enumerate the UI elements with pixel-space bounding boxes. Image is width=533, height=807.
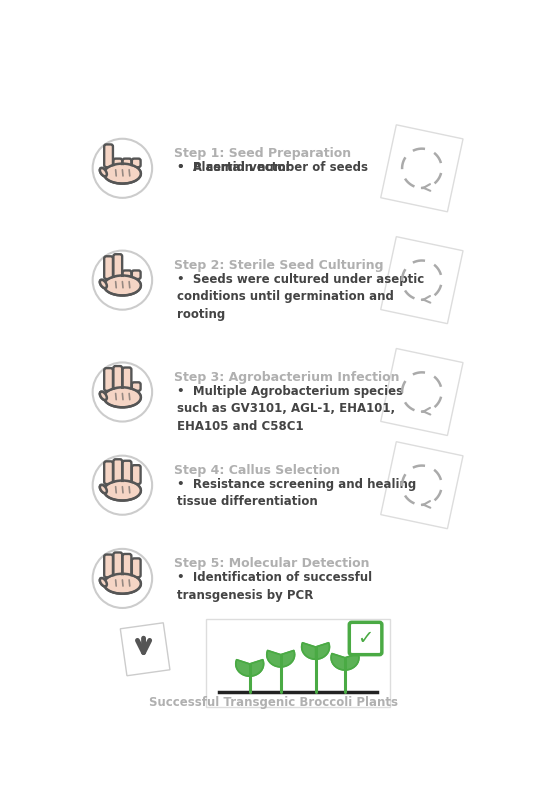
Polygon shape: [302, 642, 316, 659]
FancyBboxPatch shape: [132, 383, 141, 391]
Circle shape: [93, 362, 152, 421]
Text: •  Multiple Agrobacterium species
such as GV3101, AGL-1, EHA101,
EHA105 and C58C: • Multiple Agrobacterium species such as…: [177, 385, 403, 433]
Circle shape: [93, 139, 152, 198]
Polygon shape: [249, 659, 264, 676]
Circle shape: [93, 456, 152, 515]
FancyBboxPatch shape: [132, 558, 141, 577]
Circle shape: [93, 251, 152, 310]
Ellipse shape: [104, 480, 141, 500]
Polygon shape: [331, 654, 345, 670]
FancyBboxPatch shape: [123, 554, 131, 577]
Text: Successful Transgenic Broccoli Plants: Successful Transgenic Broccoli Plants: [149, 696, 398, 709]
Polygon shape: [381, 349, 463, 436]
Ellipse shape: [104, 387, 141, 408]
Ellipse shape: [100, 578, 107, 587]
Text: •  Resistance screening and healing
tissue differentiation: • Resistance screening and healing tissu…: [177, 478, 416, 508]
FancyBboxPatch shape: [132, 159, 141, 167]
Text: ✓: ✓: [358, 629, 374, 648]
Ellipse shape: [100, 391, 107, 400]
FancyBboxPatch shape: [123, 270, 131, 279]
FancyBboxPatch shape: [349, 622, 382, 654]
Polygon shape: [120, 623, 170, 675]
Polygon shape: [345, 654, 359, 670]
FancyBboxPatch shape: [123, 461, 131, 484]
Circle shape: [93, 549, 152, 608]
Polygon shape: [281, 650, 295, 667]
Text: •  A certain number of seeds: • A certain number of seeds: [177, 161, 368, 174]
Ellipse shape: [104, 164, 141, 184]
Polygon shape: [381, 125, 463, 211]
FancyBboxPatch shape: [123, 367, 131, 391]
Polygon shape: [266, 650, 281, 667]
FancyBboxPatch shape: [114, 553, 122, 577]
Ellipse shape: [100, 391, 107, 400]
Polygon shape: [381, 441, 463, 529]
Ellipse shape: [104, 389, 141, 406]
FancyBboxPatch shape: [206, 619, 390, 707]
Ellipse shape: [100, 485, 107, 493]
Ellipse shape: [104, 574, 141, 594]
FancyBboxPatch shape: [132, 270, 141, 279]
Text: •  Plasmid vector: • Plasmid vector: [177, 161, 292, 174]
FancyBboxPatch shape: [132, 465, 141, 484]
FancyBboxPatch shape: [104, 368, 113, 391]
Ellipse shape: [104, 482, 141, 499]
FancyBboxPatch shape: [104, 462, 113, 484]
FancyBboxPatch shape: [104, 144, 113, 167]
Text: Step 3: Agrobacterium Infection: Step 3: Agrobacterium Infection: [174, 370, 400, 383]
Text: •  Seeds were cultured under aseptic
conditions until germination and
rooting: • Seeds were cultured under aseptic cond…: [177, 273, 424, 320]
Ellipse shape: [104, 575, 141, 592]
Ellipse shape: [104, 277, 141, 294]
Ellipse shape: [100, 168, 107, 176]
Text: Step 5: Molecular Detection: Step 5: Molecular Detection: [174, 557, 369, 570]
FancyBboxPatch shape: [104, 257, 113, 279]
Ellipse shape: [100, 578, 107, 587]
Text: Step 2: Sterile Seed Culturing: Step 2: Sterile Seed Culturing: [174, 259, 384, 272]
Text: Step 1: Seed Preparation: Step 1: Seed Preparation: [174, 147, 351, 160]
FancyBboxPatch shape: [114, 159, 122, 167]
FancyBboxPatch shape: [114, 459, 122, 484]
Text: •  Identification of successful
transgenesis by PCR: • Identification of successful transgene…: [177, 571, 372, 601]
FancyBboxPatch shape: [114, 254, 122, 279]
Ellipse shape: [104, 165, 141, 182]
Ellipse shape: [100, 280, 107, 288]
FancyBboxPatch shape: [123, 159, 131, 167]
Polygon shape: [316, 642, 329, 659]
Text: Step 4: Callus Selection: Step 4: Callus Selection: [174, 464, 340, 477]
Ellipse shape: [104, 275, 141, 295]
FancyBboxPatch shape: [104, 554, 113, 577]
Polygon shape: [236, 659, 249, 676]
Ellipse shape: [100, 485, 107, 493]
Ellipse shape: [100, 280, 107, 288]
Polygon shape: [381, 236, 463, 324]
Ellipse shape: [100, 168, 107, 176]
FancyBboxPatch shape: [114, 366, 122, 391]
